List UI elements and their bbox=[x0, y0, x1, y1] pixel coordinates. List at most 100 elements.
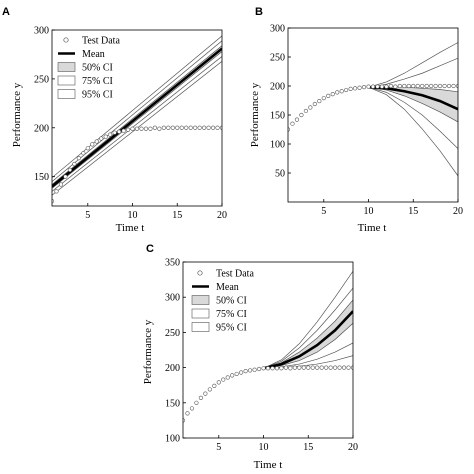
panel-a-test-data-point bbox=[103, 134, 108, 139]
panel-b-test-data-point bbox=[406, 83, 411, 89]
panel-a-75-ci-upper bbox=[52, 40, 222, 182]
panel-c-test-data-point bbox=[225, 375, 230, 380]
panel-c-test-data-point bbox=[341, 365, 347, 370]
panel-b-ytick-label: 50 bbox=[275, 169, 285, 180]
panel-b-test-data-point bbox=[379, 84, 385, 89]
legend-label: 95% CI bbox=[216, 323, 247, 334]
panel-c-test-data-point bbox=[189, 406, 195, 411]
panel-b-test-data-point bbox=[420, 83, 425, 89]
panel-b-ytick-label: 150 bbox=[270, 111, 285, 122]
panel-a-xtick-label: 5 bbox=[85, 210, 90, 221]
panel-c-test-data-point bbox=[198, 395, 203, 400]
panel-a-test-data-point bbox=[99, 136, 104, 141]
panel-a-test-data-point bbox=[76, 155, 81, 161]
panel-a-test-data-point bbox=[193, 125, 198, 130]
panel-c-ytick-label: 100 bbox=[165, 434, 180, 445]
legend-label: Mean bbox=[216, 282, 239, 293]
panel-c-test-data-point bbox=[288, 366, 293, 371]
panel-b-test-data-point bbox=[353, 86, 358, 91]
panel-b-test-data-point bbox=[299, 112, 304, 118]
panel-b-ci50-band bbox=[368, 86, 458, 122]
legend-label: 75% CI bbox=[216, 309, 247, 320]
panel-a-test-data-point bbox=[157, 126, 162, 131]
panel-a-test-data-point bbox=[72, 161, 77, 167]
panel-c-test-data-point bbox=[248, 368, 253, 373]
panel-a-test-data-point bbox=[210, 125, 216, 130]
panel-c-test-data-point bbox=[230, 373, 235, 378]
panel-a-test-data-point bbox=[58, 182, 64, 187]
panel-b-test-data-point bbox=[370, 84, 376, 89]
panel-c-test-data-point bbox=[283, 365, 288, 370]
panel-b-test-data-point bbox=[303, 108, 308, 114]
panel-c-test-data-point bbox=[256, 366, 262, 372]
panel-c-test-data-point bbox=[279, 366, 284, 371]
panel-c-xtick-label: 20 bbox=[348, 442, 358, 453]
panel-c-test-data-point bbox=[194, 400, 199, 405]
legend-label: 95% CI bbox=[82, 90, 113, 101]
panel-a-test-data-point bbox=[143, 126, 149, 131]
panel-a-test-data-point bbox=[202, 125, 207, 130]
panel-c-test-data-point bbox=[306, 365, 311, 370]
panel-c-test-data-point bbox=[207, 387, 212, 392]
panel-c: C Performance y Time t 5 10 15 20 100 150 200 2… bbox=[142, 243, 358, 471]
panel-c-test-data-point bbox=[333, 365, 338, 370]
panel-a-axes-box bbox=[51, 29, 223, 207]
panel-c-test-data-point bbox=[328, 365, 333, 370]
panel-b-test-data-point bbox=[433, 83, 438, 89]
legend-ci-swatch bbox=[191, 308, 210, 319]
panel-b-test-data-point bbox=[455, 83, 458, 89]
panel-c-test-data-point bbox=[216, 380, 221, 385]
panel-c-test-data-point bbox=[346, 365, 351, 370]
panel-c-95-ci-upper bbox=[263, 270, 353, 369]
panel-a-test-data-point bbox=[175, 125, 180, 130]
panel-b-test-data-point bbox=[321, 96, 326, 101]
panel-c-ytick-label: 200 bbox=[165, 363, 180, 374]
panel-c-test-data-point bbox=[270, 366, 275, 371]
legend-label: Test Data bbox=[216, 269, 254, 280]
panel-a-test-data-point bbox=[134, 126, 140, 131]
panel-b-ytick-label: 100 bbox=[270, 140, 285, 151]
panel-c-plot-area bbox=[183, 270, 353, 423]
panel-b-test-data-point bbox=[326, 93, 331, 98]
panel-c-test-data-point bbox=[265, 366, 271, 371]
panel-c-test-data-point bbox=[337, 365, 342, 370]
panel-a-test-data-point bbox=[139, 126, 144, 131]
panel-b-test-data-point bbox=[290, 121, 295, 126]
panel-a: A Performance y Time t 5 10 15 20 150 200 250 3… bbox=[2, 6, 227, 234]
panel-a-test-data-point bbox=[108, 132, 113, 137]
panel-c-test-data-point bbox=[252, 367, 257, 372]
panel-b-95-ci-lower bbox=[368, 86, 458, 177]
panel-a-test-data-point bbox=[206, 125, 211, 130]
panel-a-test-data-point bbox=[81, 151, 86, 156]
panel-b-test-data-point bbox=[388, 83, 393, 89]
panel-a-test-data-point bbox=[125, 127, 131, 132]
panel-c-test-data-point bbox=[319, 365, 324, 370]
panel-c-test-data-point bbox=[212, 383, 217, 389]
legend-ci-swatch bbox=[57, 89, 76, 99]
panel-c-ylabel: Performance y bbox=[142, 319, 154, 384]
panel-b-xtick-label: 5 bbox=[321, 206, 326, 217]
panel-b-axes-box bbox=[287, 27, 459, 203]
panel-a-50-ci-lower bbox=[52, 51, 222, 189]
panel-c-test-data-point bbox=[310, 365, 315, 370]
panel-c-test-data-point bbox=[261, 366, 266, 371]
panel-a-xtick-label: 15 bbox=[172, 210, 182, 221]
panel-c-xtick-label: 10 bbox=[259, 442, 269, 453]
panel-c-test-data-point bbox=[239, 370, 244, 375]
legend-ci-swatch bbox=[57, 62, 76, 72]
panel-b-test-data-point bbox=[330, 92, 335, 97]
panel-b-test-data-point bbox=[339, 89, 344, 94]
panel-c-legend: Test Data Mean 50% CI 75% CI 95% CI bbox=[191, 269, 254, 334]
panel-b-ytick-label: 250 bbox=[270, 53, 285, 64]
legend-label: Test Data bbox=[82, 36, 120, 47]
panel-b-75-ci-lower bbox=[368, 86, 458, 149]
panel-c-75-ci-upper bbox=[263, 287, 353, 369]
panel-c-axes-box bbox=[182, 261, 354, 439]
panel-a-test-data-point bbox=[215, 125, 220, 130]
panel-a-test-data-point bbox=[197, 125, 202, 130]
panel-a-plot-area bbox=[52, 35, 222, 204]
panel-a-test-data-point bbox=[130, 126, 135, 131]
panel-a-test-data-point bbox=[152, 125, 157, 130]
panel-b-test-data-point bbox=[415, 83, 420, 89]
panel-a-test-data-point bbox=[85, 146, 90, 151]
